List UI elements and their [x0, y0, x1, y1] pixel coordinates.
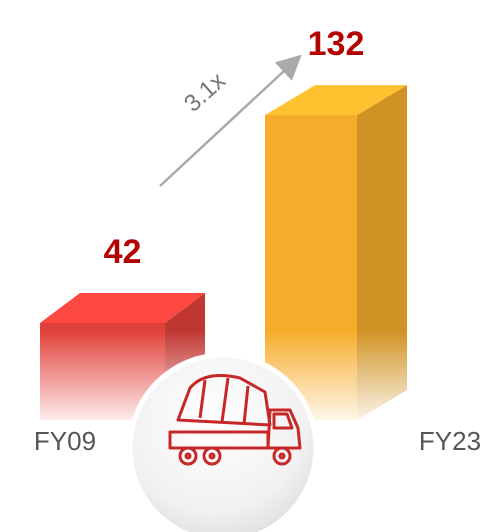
- icon-disc: [127, 352, 319, 532]
- category-label: FY09: [34, 426, 96, 456]
- value-label: 42: [104, 233, 142, 271]
- bar-top: [40, 292, 205, 323]
- growth-arrow: [159, 54, 302, 187]
- disc: [127, 352, 319, 532]
- bar-top: [265, 85, 407, 116]
- truck-icon: [168, 374, 302, 466]
- value-label: 132: [308, 25, 365, 63]
- annotation: 3.1x: [179, 67, 231, 117]
- category-label: FY23: [419, 426, 481, 456]
